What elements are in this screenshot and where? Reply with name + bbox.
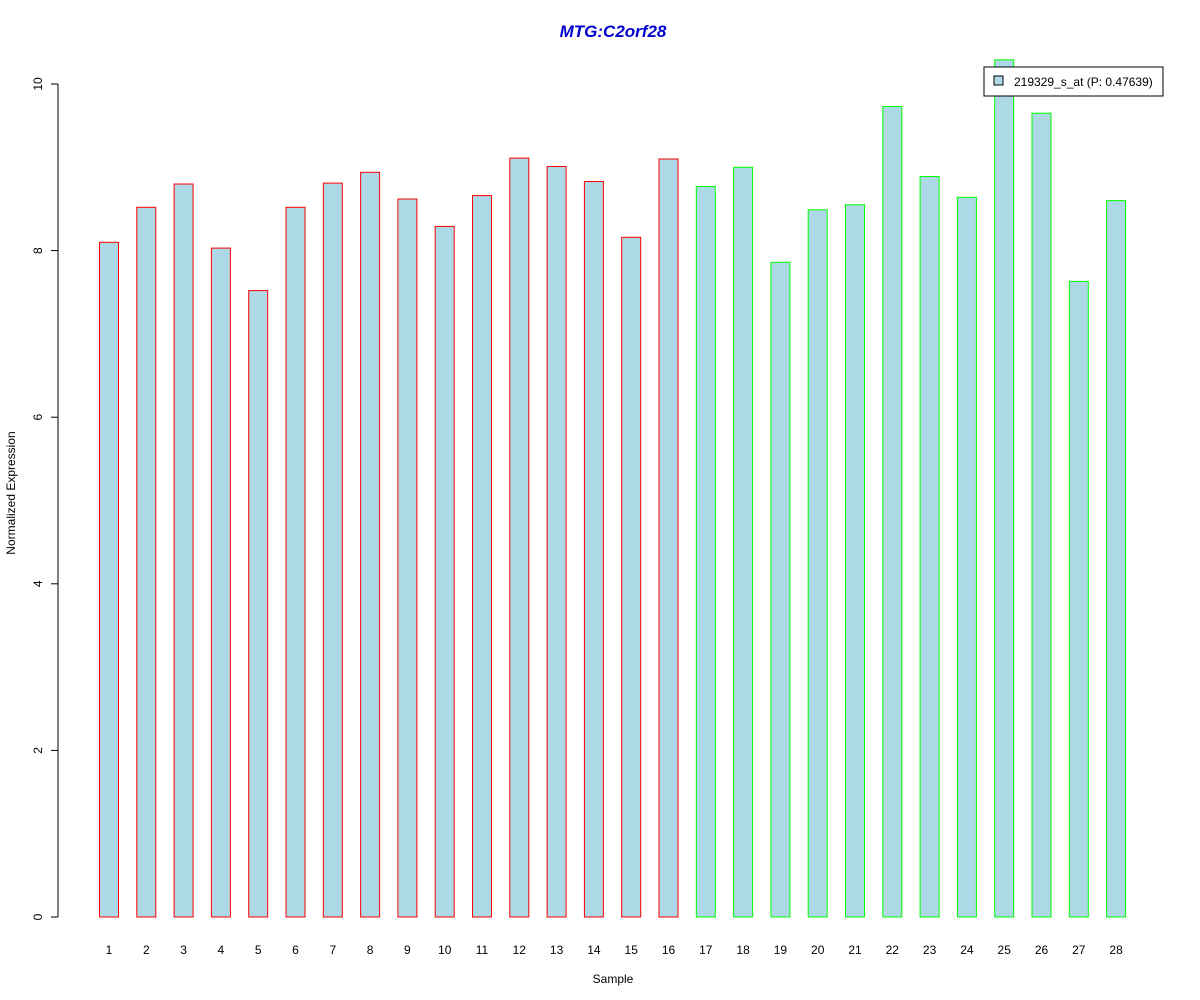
bar-sample-2 [136, 206, 157, 918]
bar-sample-6 [285, 206, 306, 918]
bar-sample-1 [99, 241, 119, 918]
x-tick-label: 14 [587, 943, 601, 957]
x-tick-label: 20 [811, 943, 825, 957]
bar-sample-10 [434, 225, 455, 918]
chart-title: MTG:C2orf28 [560, 22, 667, 41]
x-tick-label: 24 [960, 943, 974, 957]
bar-sample-23 [919, 176, 940, 918]
bar-sample-14 [583, 181, 604, 918]
bar-sample-13 [546, 166, 567, 918]
y-axis: 0 2 4 6 8 10 [31, 77, 59, 920]
x-tick-label: 21 [848, 943, 862, 957]
x-tick-label: 2 [143, 943, 150, 957]
bar-sample-16 [658, 158, 679, 918]
y-tick-label: 10 [31, 77, 45, 91]
bar-sample-22 [882, 106, 903, 918]
x-tick-label: 3 [180, 943, 187, 957]
bar-sample-20 [807, 209, 828, 918]
bar-sample-24 [956, 196, 977, 918]
bar-sample-8 [360, 171, 381, 918]
y-axis-label: Normalized Expression [4, 431, 18, 554]
legend-box [983, 66, 1164, 97]
bar-sample-21 [845, 204, 865, 918]
x-tick-label: 9 [404, 943, 411, 957]
x-tick-label: 22 [886, 943, 900, 957]
x-tick-label: 27 [1072, 943, 1086, 957]
bar-sample-15 [621, 236, 642, 918]
bar-sample-18 [733, 166, 754, 918]
bar-sample-12 [509, 157, 530, 918]
x-tick-label: 10 [438, 943, 452, 957]
x-tick-label: 23 [923, 943, 937, 957]
legend-label: 219329_s_at (P: 0.47639) [1014, 75, 1153, 89]
y-tick-label: 8 [31, 247, 45, 254]
bar-sample-5 [248, 290, 269, 918]
legend: 219329_s_at (P: 0.47639) [983, 66, 1164, 97]
bar-sample-27 [1068, 280, 1089, 918]
x-tick-label: 8 [367, 943, 374, 957]
bar-sample-19 [770, 261, 791, 918]
x-tick-label: 1 [106, 943, 113, 957]
bar-sample-11 [472, 195, 492, 918]
x-tick-label: 11 [476, 943, 489, 957]
y-tick-label: 2 [31, 747, 45, 754]
bar-sample-28 [1106, 200, 1127, 918]
x-tick-label: 18 [736, 943, 750, 957]
x-tick-label: 17 [699, 943, 713, 957]
y-tick-label: 0 [31, 913, 45, 920]
x-tick-label: 12 [513, 943, 527, 957]
bar-sample-25 [994, 59, 1015, 918]
bars [99, 59, 1127, 918]
x-tick-label: 7 [329, 943, 336, 957]
y-tick-label: 4 [31, 580, 45, 587]
x-tick-label: 15 [625, 943, 639, 957]
bar-sample-3 [173, 183, 194, 918]
bar-sample-4 [210, 247, 231, 918]
x-tick-label: 5 [255, 943, 262, 957]
bar-sample-9 [397, 198, 418, 918]
y-tick-label: 6 [31, 414, 45, 421]
x-tick-label: 26 [1035, 943, 1049, 957]
x-tick-label: 13 [550, 943, 564, 957]
x-tick-label: 16 [662, 943, 676, 957]
x-tick-label: 25 [998, 943, 1012, 957]
x-tick-labels: 1 2 3 4 5 6 7 8 9 10 11 12 13 14 15 16 17 18 19 20 21 22 23 24 2… [106, 943, 1123, 957]
x-axis-label: Sample [593, 972, 634, 986]
x-tick-label: 4 [218, 943, 225, 957]
bar-sample-17 [695, 186, 716, 918]
x-tick-label: 19 [774, 943, 788, 957]
bar-sample-7 [322, 182, 343, 918]
bar-sample-26 [1031, 112, 1052, 918]
legend-swatch [993, 75, 1004, 86]
x-tick-label: 28 [1109, 943, 1123, 957]
x-tick-label: 6 [292, 943, 299, 957]
